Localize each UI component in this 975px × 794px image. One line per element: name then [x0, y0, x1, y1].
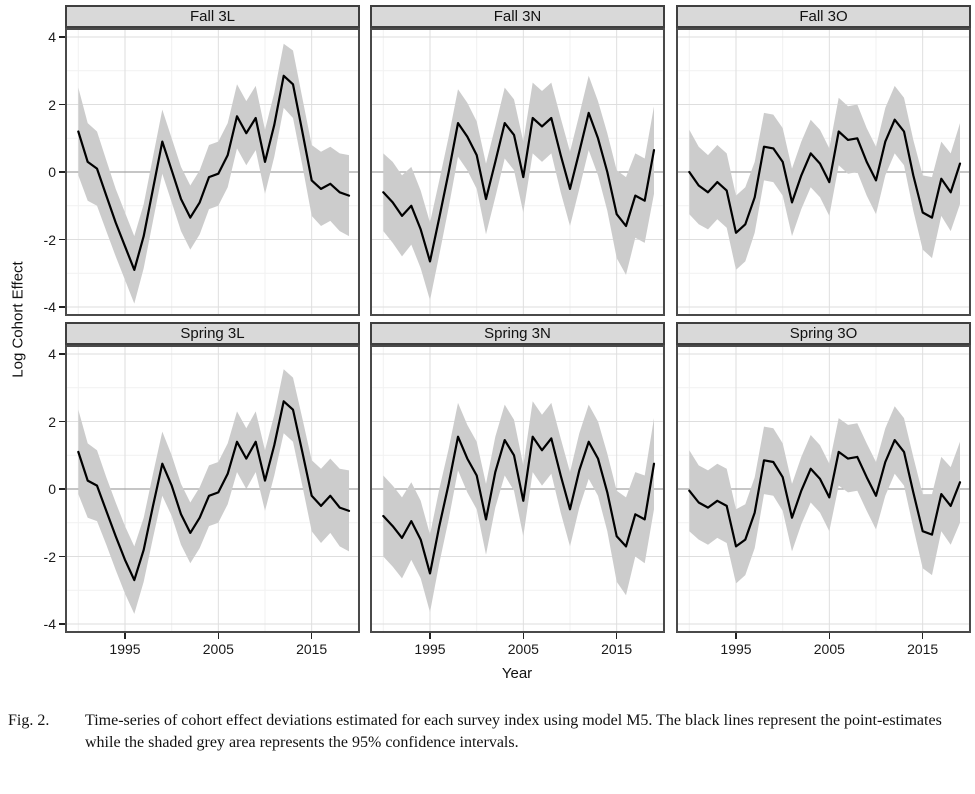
x-tick-label: 2015	[907, 641, 939, 657]
facet-spring-3n: Spring 3N	[370, 322, 665, 633]
facet-fall-3o: Fall 3O	[676, 5, 971, 316]
y-tick-label: 0	[48, 481, 56, 497]
y-tick-mark	[59, 171, 65, 173]
x-tick-label: 2005	[813, 641, 845, 657]
x-tick-mark	[615, 633, 618, 639]
x-tick-mark	[828, 633, 831, 639]
strip-title: Fall 3L	[189, 8, 236, 25]
ci-band	[689, 85, 960, 270]
cohort-effect-line	[77, 74, 351, 271]
strip-title: Spring 3L	[180, 325, 245, 342]
ci-band	[78, 369, 350, 614]
plot-area	[370, 28, 665, 316]
cohort-effect-line	[382, 111, 656, 263]
strip-title: Spring 3O	[789, 325, 858, 342]
x-tick-label: 2015	[601, 641, 633, 657]
x-tick-label: 1995	[414, 641, 446, 657]
y-axis-title: Log Cohort Effect	[9, 261, 27, 378]
y-tick-mark	[59, 488, 65, 490]
facet-fall-3l: Fall 3L	[65, 5, 360, 316]
x-tick-mark	[921, 633, 924, 639]
y-tick-mark	[59, 353, 65, 355]
x-tick-mark	[735, 633, 737, 639]
panel-border	[65, 28, 360, 316]
x-tick-mark	[310, 633, 313, 639]
panel-border	[65, 345, 360, 633]
y-tick-label: -2	[43, 548, 56, 565]
facet-spring-3l: Spring 3L	[65, 322, 360, 633]
facet-strip: Spring 3N	[370, 322, 665, 345]
facet-strip: Spring 3L	[65, 322, 360, 345]
facet-spring-3o: Spring 3O	[676, 322, 971, 633]
strip-title: Fall 3N	[493, 8, 542, 25]
facet-strip: Fall 3L	[65, 5, 360, 28]
panel-border	[370, 28, 665, 316]
panel-border	[676, 345, 971, 633]
x-tick-mark	[429, 633, 431, 639]
y-tick-label: 0	[48, 164, 56, 180]
y-tick-label: -4	[43, 299, 56, 315]
y-tick-label: 4	[48, 29, 56, 45]
plot-area	[370, 345, 665, 633]
y-tick-label: 4	[48, 346, 56, 362]
x-tick-label: 1995	[720, 641, 752, 657]
cohort-effect-line	[688, 118, 962, 234]
y-tick-label: -4	[43, 616, 56, 632]
facet-strip: Fall 3N	[370, 5, 665, 28]
y-tick-mark	[59, 555, 65, 558]
ci-band	[78, 43, 350, 304]
y-tick-label: -2	[43, 231, 56, 248]
y-tick-label: 2	[48, 96, 56, 113]
y-tick-mark	[59, 36, 65, 38]
panel-border	[370, 345, 665, 633]
x-tick-mark	[522, 633, 525, 639]
strip-title: Spring 3N	[484, 325, 551, 342]
plot-area	[65, 28, 360, 316]
y-tick-mark	[59, 420, 65, 423]
x-tick-mark	[217, 633, 220, 639]
ci-band	[383, 401, 654, 613]
panel-border	[676, 28, 971, 316]
x-tick-label: 2015	[296, 641, 328, 657]
cohort-effect-line	[688, 438, 962, 548]
facet-fall-3n: Fall 3N	[370, 5, 665, 316]
facet-strip: Fall 3O	[676, 5, 971, 28]
plot-area	[676, 28, 971, 316]
ci-band	[689, 406, 960, 584]
figure-caption: Fig. 2. Time-series of cohort effect dev…	[8, 710, 966, 754]
x-tick-mark	[124, 633, 126, 639]
y-tick-mark	[59, 306, 65, 308]
facet-strip: Spring 3O	[676, 322, 971, 345]
plot-area	[676, 345, 971, 633]
x-tick-label: 1995	[109, 641, 141, 657]
plot-area	[65, 345, 360, 633]
caption-label: Fig. 2.	[8, 712, 50, 729]
x-tick-label: 2005	[507, 641, 539, 657]
cohort-effect-line	[382, 435, 656, 575]
y-tick-mark	[59, 623, 65, 625]
strip-title: Fall 3O	[799, 8, 848, 25]
y-tick-label: 2	[48, 413, 56, 430]
y-tick-mark	[59, 103, 65, 106]
x-tick-label: 2005	[202, 641, 234, 657]
ci-band	[383, 75, 654, 301]
y-tick-mark	[59, 238, 65, 241]
x-axis-title: Year	[501, 665, 533, 682]
cohort-effect-line	[77, 400, 351, 582]
caption-text: Time-series of cohort effect deviations …	[85, 712, 942, 751]
